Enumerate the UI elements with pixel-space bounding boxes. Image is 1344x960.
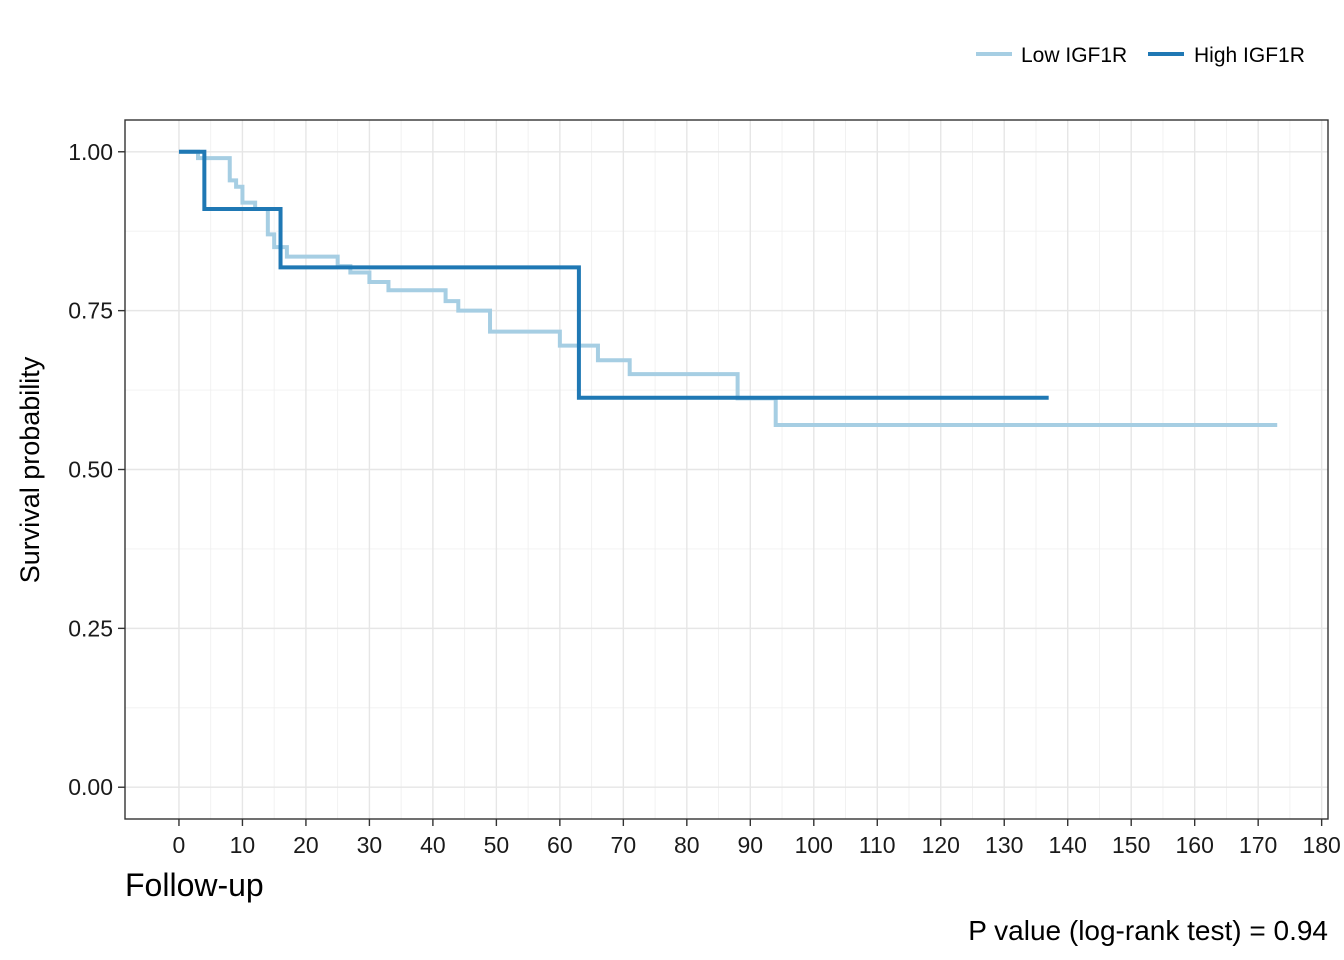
x-tick-label: 10 [230, 832, 256, 858]
x-tick-label: 140 [1049, 832, 1087, 858]
x-tick-label: 160 [1175, 832, 1213, 858]
y-tick-label: 0.00 [68, 774, 113, 800]
y-tick-label: 0.50 [68, 457, 113, 483]
p-value-annotation: P value (log-rank test) = 0.94 [968, 915, 1328, 946]
x-tick-label: 130 [985, 832, 1023, 858]
x-tick-label: 110 [859, 832, 896, 858]
y-axis-title: Survival probability [15, 356, 45, 583]
y-axis-ticks: 0.00 0.25 0.50 0.75 1.00 [68, 139, 125, 800]
grid-major [125, 120, 1328, 819]
x-axis-title: Follow-up [125, 867, 264, 903]
y-tick-label: 0.25 [68, 615, 113, 641]
x-tick-label: 120 [922, 832, 960, 858]
x-tick-label: 0 [173, 832, 186, 858]
x-tick-label: 60 [547, 832, 573, 858]
x-tick-label: 50 [484, 832, 510, 858]
x-tick-label: 100 [795, 832, 833, 858]
x-tick-label: 150 [1112, 832, 1150, 858]
x-tick-label: 90 [738, 832, 764, 858]
x-tick-label: 40 [420, 832, 446, 858]
x-tick-label: 30 [357, 832, 383, 858]
series-line-low-igf1r [178, 149, 1278, 428]
x-tick-label: 180 [1302, 832, 1340, 858]
legend-label-high-igf1r: High IGF1R [1194, 44, 1305, 67]
x-tick-label: 70 [611, 832, 637, 858]
x-tick-label: 20 [293, 832, 319, 858]
x-tick-label: 170 [1239, 832, 1277, 858]
y-tick-label: 0.75 [68, 298, 113, 324]
legend: Low IGF1R High IGF1R [976, 44, 1305, 67]
legend-label-low-igf1r: Low IGF1R [1021, 44, 1127, 67]
y-tick-label: 1.00 [68, 139, 113, 165]
series-layer [178, 149, 1278, 428]
x-axis-ticks: 0 10 20 30 40 50 60 70 80 90 100 110 120 130 140 150 160… [173, 819, 1341, 858]
series-line-high-igf1r [178, 149, 1049, 400]
x-tick-label: 80 [674, 832, 700, 858]
